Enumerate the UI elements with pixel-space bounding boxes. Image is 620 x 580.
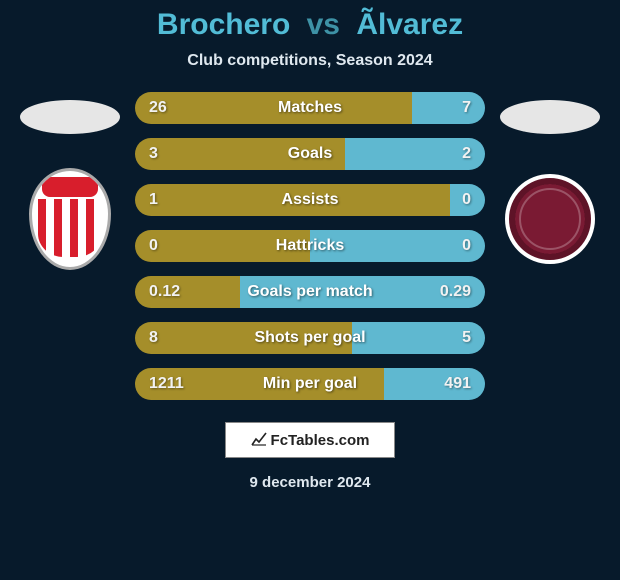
player2-name: Ãlvarez <box>356 8 463 41</box>
stat-value-left: 3 <box>149 145 158 163</box>
stat-label: Goals per match <box>247 283 372 301</box>
left-column <box>15 92 125 274</box>
stat-value-right: 0.29 <box>440 283 471 301</box>
right-column <box>495 92 605 274</box>
stat-value-right: 491 <box>444 375 471 393</box>
stat-value-left: 26 <box>149 99 167 117</box>
stat-value-right: 5 <box>462 329 471 347</box>
player2-photo-placeholder <box>500 100 600 134</box>
stat-label: Shots per goal <box>254 329 365 347</box>
stat-label: Matches <box>278 99 342 117</box>
stat-row: Shots per goal 8 5 <box>135 322 485 354</box>
vs-text: vs <box>307 8 340 41</box>
club-logo-left <box>25 164 115 274</box>
stat-value-left: 1 <box>149 191 158 209</box>
stat-value-left: 1211 <box>149 375 184 393</box>
stat-row: Goals 3 2 <box>135 138 485 170</box>
stat-value-left: 8 <box>149 329 158 347</box>
stat-value-right: 7 <box>462 99 471 117</box>
stat-value-right: 0 <box>462 191 471 209</box>
main-content: Matches 26 7 Goals 3 2 Assists 1 0 Hattricks 0 0 Goa… <box>0 92 620 400</box>
club-logo-right <box>505 164 595 274</box>
site-badge: FcTables.com <box>225 422 395 458</box>
player1-photo-placeholder <box>20 100 120 134</box>
player1-name: Brochero <box>157 8 290 41</box>
date-text: 9 december 2024 <box>0 474 620 491</box>
site-name: FcTables.com <box>271 432 370 449</box>
stat-label: Assists <box>282 191 339 209</box>
stat-row: Matches 26 7 <box>135 92 485 124</box>
stats-bars: Matches 26 7 Goals 3 2 Assists 1 0 Hattricks 0 0 Goa… <box>135 92 485 400</box>
stat-row: Hattricks 0 0 <box>135 230 485 262</box>
stat-label: Goals <box>288 145 332 163</box>
stat-value-left: 0 <box>149 237 158 255</box>
subtitle: Club competitions, Season 2024 <box>0 52 620 70</box>
page-title: Brochero vs Ãlvarez <box>0 8 620 42</box>
stat-value-right: 2 <box>462 145 471 163</box>
stat-value-left: 0.12 <box>149 283 180 301</box>
stat-row: Goals per match 0.12 0.29 <box>135 276 485 308</box>
stat-value-right: 0 <box>462 237 471 255</box>
comparison-card: Brochero vs Ãlvarez Club competitions, S… <box>0 0 620 580</box>
stat-label: Hattricks <box>276 237 344 255</box>
stat-label: Min per goal <box>263 375 357 393</box>
lanus-crest-icon <box>505 174 595 264</box>
stat-row: Assists 1 0 <box>135 184 485 216</box>
bar-right-segment <box>412 92 486 124</box>
stat-row: Min per goal 1211 491 <box>135 368 485 400</box>
barracas-crest-icon <box>29 168 111 270</box>
bar-left-segment <box>135 92 412 124</box>
chart-icon <box>251 432 267 449</box>
